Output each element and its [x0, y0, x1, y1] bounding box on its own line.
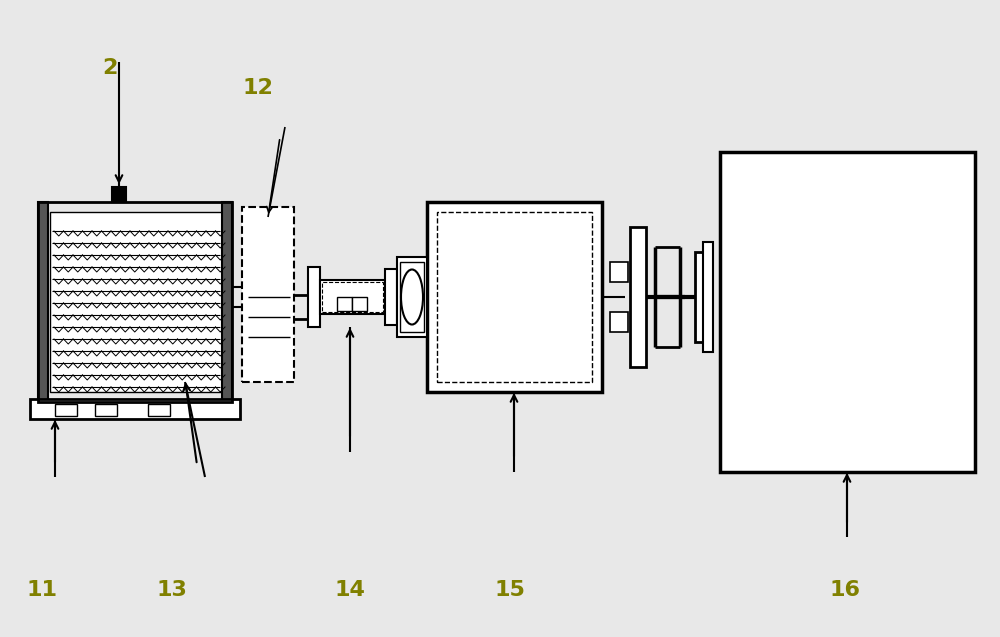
Bar: [720, 152, 975, 472]
Bar: [352, 297, 367, 311]
Bar: [695, 252, 711, 342]
Bar: [610, 262, 628, 282]
Bar: [95, 404, 117, 416]
Bar: [400, 262, 424, 332]
Text: 12: 12: [243, 78, 273, 98]
Bar: [630, 227, 646, 367]
Bar: [148, 404, 170, 416]
Text: 2: 2: [102, 58, 118, 78]
Text: 15: 15: [495, 580, 525, 600]
Text: 14: 14: [335, 580, 365, 600]
Bar: [242, 207, 294, 382]
Bar: [308, 267, 320, 327]
Text: 13: 13: [157, 580, 187, 600]
Bar: [322, 282, 383, 312]
Bar: [397, 257, 427, 337]
Bar: [427, 202, 602, 392]
Bar: [222, 202, 232, 402]
Bar: [437, 212, 592, 382]
Bar: [112, 187, 126, 202]
Text: 11: 11: [27, 580, 58, 600]
Bar: [50, 212, 222, 392]
Bar: [38, 202, 48, 402]
Bar: [30, 399, 240, 419]
Bar: [610, 312, 628, 332]
Text: 16: 16: [829, 580, 860, 600]
Ellipse shape: [401, 269, 423, 324]
Bar: [385, 269, 397, 325]
Bar: [337, 297, 352, 311]
Bar: [55, 404, 77, 416]
Bar: [38, 202, 232, 402]
Bar: [320, 280, 385, 314]
Bar: [703, 242, 713, 352]
